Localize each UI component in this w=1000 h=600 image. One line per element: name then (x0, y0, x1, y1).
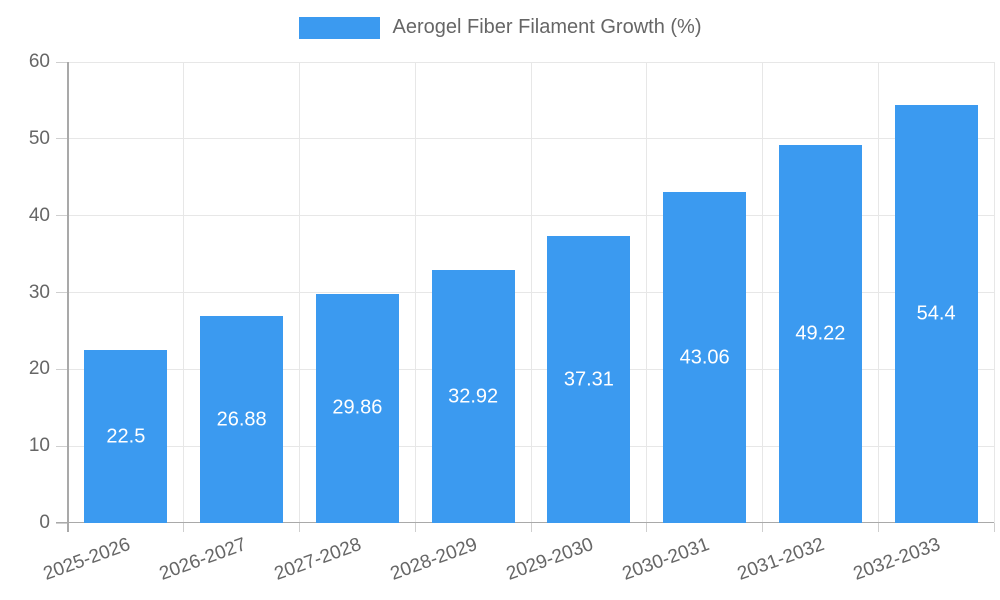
y-tick-mark (56, 292, 68, 293)
bar-value-label: 49.22 (795, 322, 846, 345)
bar-value-label: 26.88 (216, 408, 267, 431)
bar[interactable]: 29.86 (315, 293, 399, 523)
y-tick-label: 50 (28, 127, 50, 149)
y-tick-label: 40 (28, 204, 50, 226)
legend-item[interactable]: Aerogel Fiber Filament Growth (%) (298, 16, 702, 39)
x-gridline (299, 62, 300, 523)
x-tick-mark (530, 523, 532, 532)
bar[interactable]: 32.92 (431, 270, 515, 523)
x-tick-mark (762, 523, 763, 532)
x-gridline (183, 62, 185, 523)
x-gridline (646, 62, 648, 523)
y-axis-line (67, 62, 69, 532)
bar[interactable]: 22.5 (84, 350, 168, 523)
y-tick-mark (56, 368, 68, 370)
x-tick-mark (299, 523, 300, 532)
bar[interactable]: 26.88 (200, 316, 284, 523)
x-gridline (877, 62, 879, 523)
bar[interactable]: 37.31 (547, 236, 631, 523)
y-tick-label: 30 (28, 281, 50, 303)
bar-value-label: 37.31 (563, 368, 614, 391)
bar[interactable]: 54.4 (894, 105, 978, 523)
bar-value-label: 22.5 (106, 425, 146, 448)
legend-label: Aerogel Fiber Filament Growth (%) (392, 16, 702, 38)
y-tick-mark (56, 61, 68, 63)
y-tick-label: 0 (39, 512, 50, 533)
bar-value-label: 54.4 (916, 302, 956, 325)
x-tick-mark (183, 523, 185, 532)
x-tick-mark (414, 523, 416, 532)
legend-swatch (298, 16, 380, 39)
x-tick-mark (993, 523, 995, 532)
y-tick-mark (56, 215, 68, 217)
y-tick-label: 60 (28, 51, 50, 72)
bar-value-label: 32.92 (448, 385, 499, 408)
bar-value-label: 43.06 (679, 346, 730, 369)
legend: Aerogel Fiber Filament Growth (%) (0, 16, 1000, 39)
y-tick-label: 10 (28, 435, 50, 457)
y-tick-label: 20 (28, 358, 50, 380)
x-tick-mark (646, 523, 648, 532)
x-gridline (762, 62, 763, 523)
x-gridline (414, 62, 416, 523)
bar[interactable]: 49.22 (778, 144, 862, 523)
x-gridline (530, 62, 532, 523)
y-tick-mark (56, 522, 68, 524)
y-tick-mark (56, 138, 68, 140)
bar[interactable]: 43.06 (663, 192, 747, 523)
y-tick-mark (56, 445, 68, 447)
x-tick-mark (877, 523, 879, 532)
x-axis-line (56, 521, 994, 523)
bar-value-label: 29.86 (332, 396, 383, 419)
x-gridline (993, 62, 995, 523)
